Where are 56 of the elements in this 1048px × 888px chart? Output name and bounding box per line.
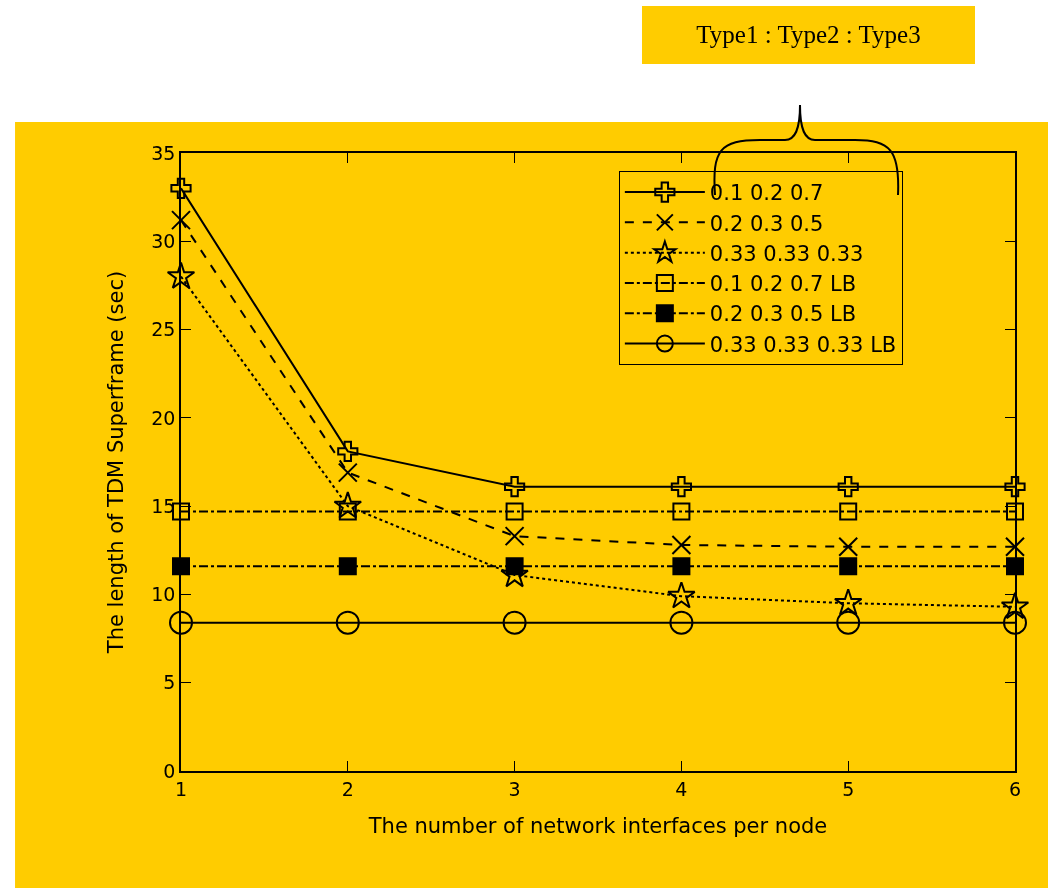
legend-label: 0.1 0.2 0.7 LB	[709, 272, 857, 297]
point	[504, 476, 526, 498]
point	[1005, 536, 1025, 557]
point	[671, 534, 692, 555]
point	[1004, 476, 1026, 498]
x-axis-title: The number of network interfaces per node	[367, 814, 828, 839]
point	[502, 610, 527, 635]
legend-label: 0.2 0.3 0.5 LB	[709, 302, 857, 327]
point	[505, 557, 524, 576]
x-tick-label: 6	[1008, 777, 1022, 800]
point	[338, 557, 357, 576]
point	[833, 588, 863, 616]
point	[667, 581, 696, 609]
point	[1000, 591, 1030, 620]
y-tick-label: 25	[151, 318, 176, 341]
point	[669, 610, 694, 635]
point	[1006, 502, 1024, 521]
y-tick-label: 20	[151, 406, 176, 429]
point	[839, 557, 858, 576]
point	[337, 462, 358, 483]
point	[839, 502, 858, 521]
legend-label: 0.33 0.33 0.33	[709, 241, 864, 266]
x-tick-label: 5	[842, 777, 855, 800]
y-axis-title: The length of TDM Superframe (sec)	[103, 270, 128, 655]
point	[672, 502, 691, 521]
point	[333, 491, 363, 519]
point	[504, 526, 525, 547]
point	[172, 557, 190, 576]
point	[172, 502, 190, 521]
x-tick-label: 4	[675, 777, 688, 800]
y-tick-label: 10	[151, 583, 176, 606]
point	[170, 177, 192, 199]
y-tick-label: 35	[151, 141, 176, 164]
x-tick-label: 1	[174, 777, 188, 800]
point	[337, 440, 359, 463]
point	[335, 610, 360, 635]
legend-label: 0.2 0.3 0.5	[709, 211, 824, 236]
legend-title: Type1 : Type2 : Type3	[642, 6, 975, 64]
y-tick-label: 0	[163, 759, 176, 782]
point	[1006, 557, 1024, 576]
point	[837, 476, 859, 498]
point	[836, 610, 861, 635]
point	[670, 476, 692, 498]
point	[838, 536, 859, 557]
point	[171, 210, 191, 231]
point	[672, 557, 691, 576]
legend-label: 0.1 0.2 0.7	[709, 181, 824, 206]
point	[1003, 610, 1027, 635]
legend-label: 0.33 0.33 0.33 LB	[709, 332, 897, 357]
x-tick-label: 2	[341, 777, 354, 800]
y-tick-label: 5	[163, 671, 176, 694]
point	[505, 502, 524, 521]
x-tick-label: 3	[508, 777, 521, 800]
point	[169, 610, 193, 635]
y-tick-label: 30	[151, 229, 176, 252]
point	[166, 261, 196, 289]
